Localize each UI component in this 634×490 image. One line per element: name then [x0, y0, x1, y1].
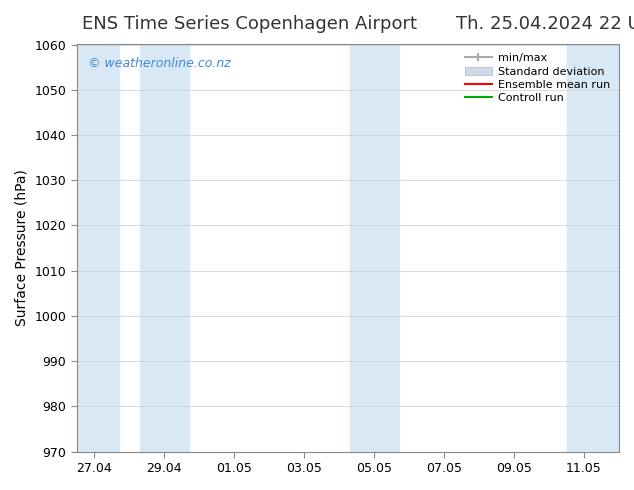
Bar: [140, 45, 189, 452]
Bar: [70, 45, 119, 452]
Bar: [350, 45, 399, 452]
Legend: min/max, Standard deviation, Ensemble mean run, Controll run: min/max, Standard deviation, Ensemble me…: [461, 50, 614, 107]
Text: © weatheronline.co.nz: © weatheronline.co.nz: [87, 57, 230, 70]
Y-axis label: Surface Pressure (hPa): Surface Pressure (hPa): [15, 170, 29, 326]
Text: Th. 25.04.2024 22 UTC: Th. 25.04.2024 22 UTC: [456, 15, 634, 33]
Bar: [567, 45, 634, 452]
Text: ENS Time Series Copenhagen Airport: ENS Time Series Copenhagen Airport: [82, 15, 417, 33]
